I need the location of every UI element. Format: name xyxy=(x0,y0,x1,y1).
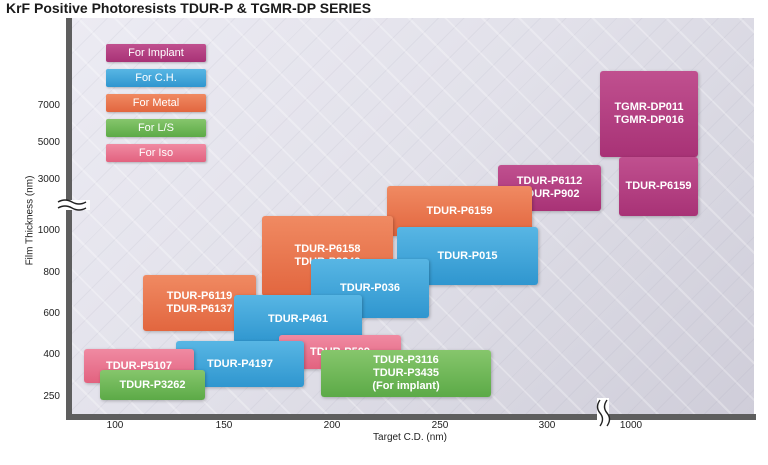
y-axis-break-icon xyxy=(56,199,90,211)
product-label: TDUR-P6159 xyxy=(426,204,493,217)
product-label: TDUR-P5107 xyxy=(105,359,173,372)
y-tick-label: 7000 xyxy=(37,100,60,111)
x-tick-label: 1000 xyxy=(619,420,643,431)
x-tick-label: 150 xyxy=(215,420,233,431)
product-label: TDUR-P3435 xyxy=(372,367,440,379)
product-box-tdur-p6159-implant: TDUR-P6159 xyxy=(619,157,698,216)
y-tick-label: 800 xyxy=(43,267,60,278)
product-label: TDUR-P6137 xyxy=(166,303,233,315)
product-label: TDUR-P4197 xyxy=(206,357,274,370)
product-label: TDUR-P015 xyxy=(437,249,498,262)
product-box-tdur-p036: TDUR-P036 xyxy=(311,259,429,318)
x-tick-label: 200 xyxy=(323,420,341,431)
x-axis-line xyxy=(66,414,756,420)
x-tick-label: 100 xyxy=(106,420,124,431)
product-label: TDUR-P3262 xyxy=(119,378,186,391)
product-label: TDUR-P461 xyxy=(268,312,328,325)
product-label: TGMR-DP011 xyxy=(614,101,684,113)
y-axis-line xyxy=(66,18,72,420)
product-box-tdur-p3116: TDUR-P3116 TDUR-P3435 (For implant) xyxy=(321,350,491,397)
product-label: TDUR-P6119 xyxy=(166,290,233,302)
y-tick-label: 1000 xyxy=(37,225,60,236)
y-axis-label: Film Thickness (nm) xyxy=(24,175,36,266)
product-box-tgmr-dp011: TGMR-DP011 TGMR-DP016 xyxy=(600,71,698,157)
y-tick-label: 600 xyxy=(43,308,60,319)
product-box-tdur-p3262: TDUR-P3262 xyxy=(100,370,205,400)
x-tick-label: 250 xyxy=(431,420,449,431)
legend-item-iso: For Iso xyxy=(106,144,206,162)
x-axis-break-icon xyxy=(596,398,611,428)
legend-item-metal: For Metal xyxy=(106,94,206,112)
y-tick-label: 250 xyxy=(43,391,60,402)
product-label: TGMR-DP016 xyxy=(614,114,684,126)
x-tick-label: 300 xyxy=(538,420,556,431)
y-tick-label: 400 xyxy=(43,349,60,360)
product-label: TDUR-P6159 xyxy=(625,180,692,192)
legend-item-ls: For L/S xyxy=(106,119,206,137)
product-label: TDUR-P6158 xyxy=(294,243,361,255)
x-axis-label: Target C.D. (nm) xyxy=(373,432,447,443)
product-label: (For implant) xyxy=(372,380,440,392)
product-label: TDUR-P902 xyxy=(519,188,580,200)
product-label: TDUR-P6112 xyxy=(516,175,583,187)
chart-title: KrF Positive Photoresists TDUR-P & TGMR-… xyxy=(6,0,372,16)
product-label: TDUR-P3116 xyxy=(373,354,439,366)
legend-item-ch: For C.H. xyxy=(106,69,206,87)
product-label: TDUR-P036 xyxy=(340,282,400,294)
y-tick-label: 3000 xyxy=(37,174,60,185)
legend-item-implant: For Implant xyxy=(106,44,206,62)
y-tick-label: 5000 xyxy=(37,137,60,148)
